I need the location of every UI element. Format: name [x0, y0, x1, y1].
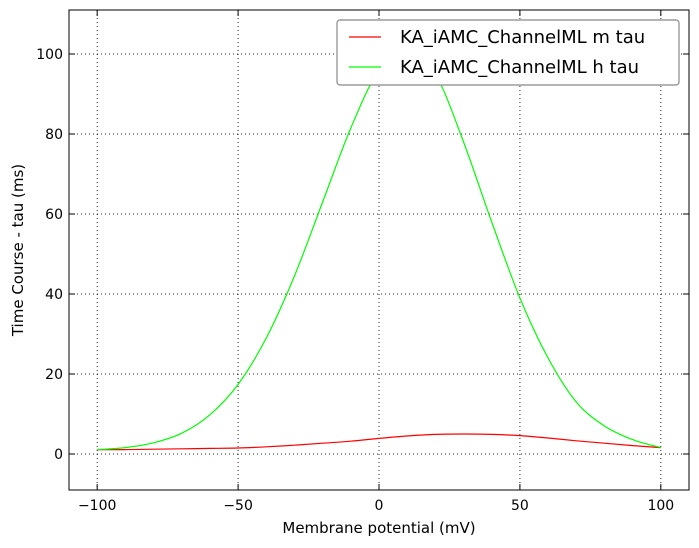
legend-entry-label: KA_iAMC_ChannelML m tau	[400, 27, 645, 48]
x-tick-label: 0	[375, 498, 384, 514]
y-tick-label: 80	[45, 127, 63, 143]
legend-entry-label: KA_iAMC_ChannelML h tau	[400, 57, 639, 78]
y-tick-label: 100	[36, 47, 63, 63]
legend-box	[336, 19, 680, 86]
tick-layer: −100 −50 0 50 100 0 20 40 60 80 100	[36, 10, 689, 514]
x-tick-label: −100	[78, 498, 116, 514]
x-axis-label: Membrane potential (mV)	[282, 519, 475, 537]
x-tick-label: 50	[511, 498, 529, 514]
y-tick-label: 40	[45, 287, 63, 303]
series-line-h-tau	[97, 48, 661, 451]
y-tick-label: 20	[45, 367, 63, 383]
x-tick-label: 100	[647, 498, 674, 514]
series-line-m-tau	[97, 433, 661, 451]
y-tick-label: 60	[45, 207, 63, 223]
legend: KA_iAMC_ChannelML m tau KA_iAMC_ChannelML…	[336, 19, 680, 86]
y-tick-label: 0	[54, 447, 63, 463]
series-layer	[97, 48, 661, 451]
x-tick-label: −50	[223, 498, 253, 514]
y-axis-label: Time Course - tau (ms)	[9, 164, 27, 337]
